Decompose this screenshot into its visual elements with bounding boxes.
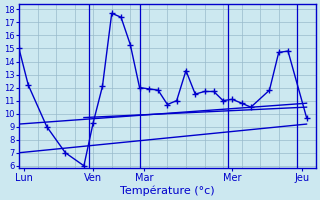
X-axis label: Température (°c): Température (°c) <box>120 185 215 196</box>
